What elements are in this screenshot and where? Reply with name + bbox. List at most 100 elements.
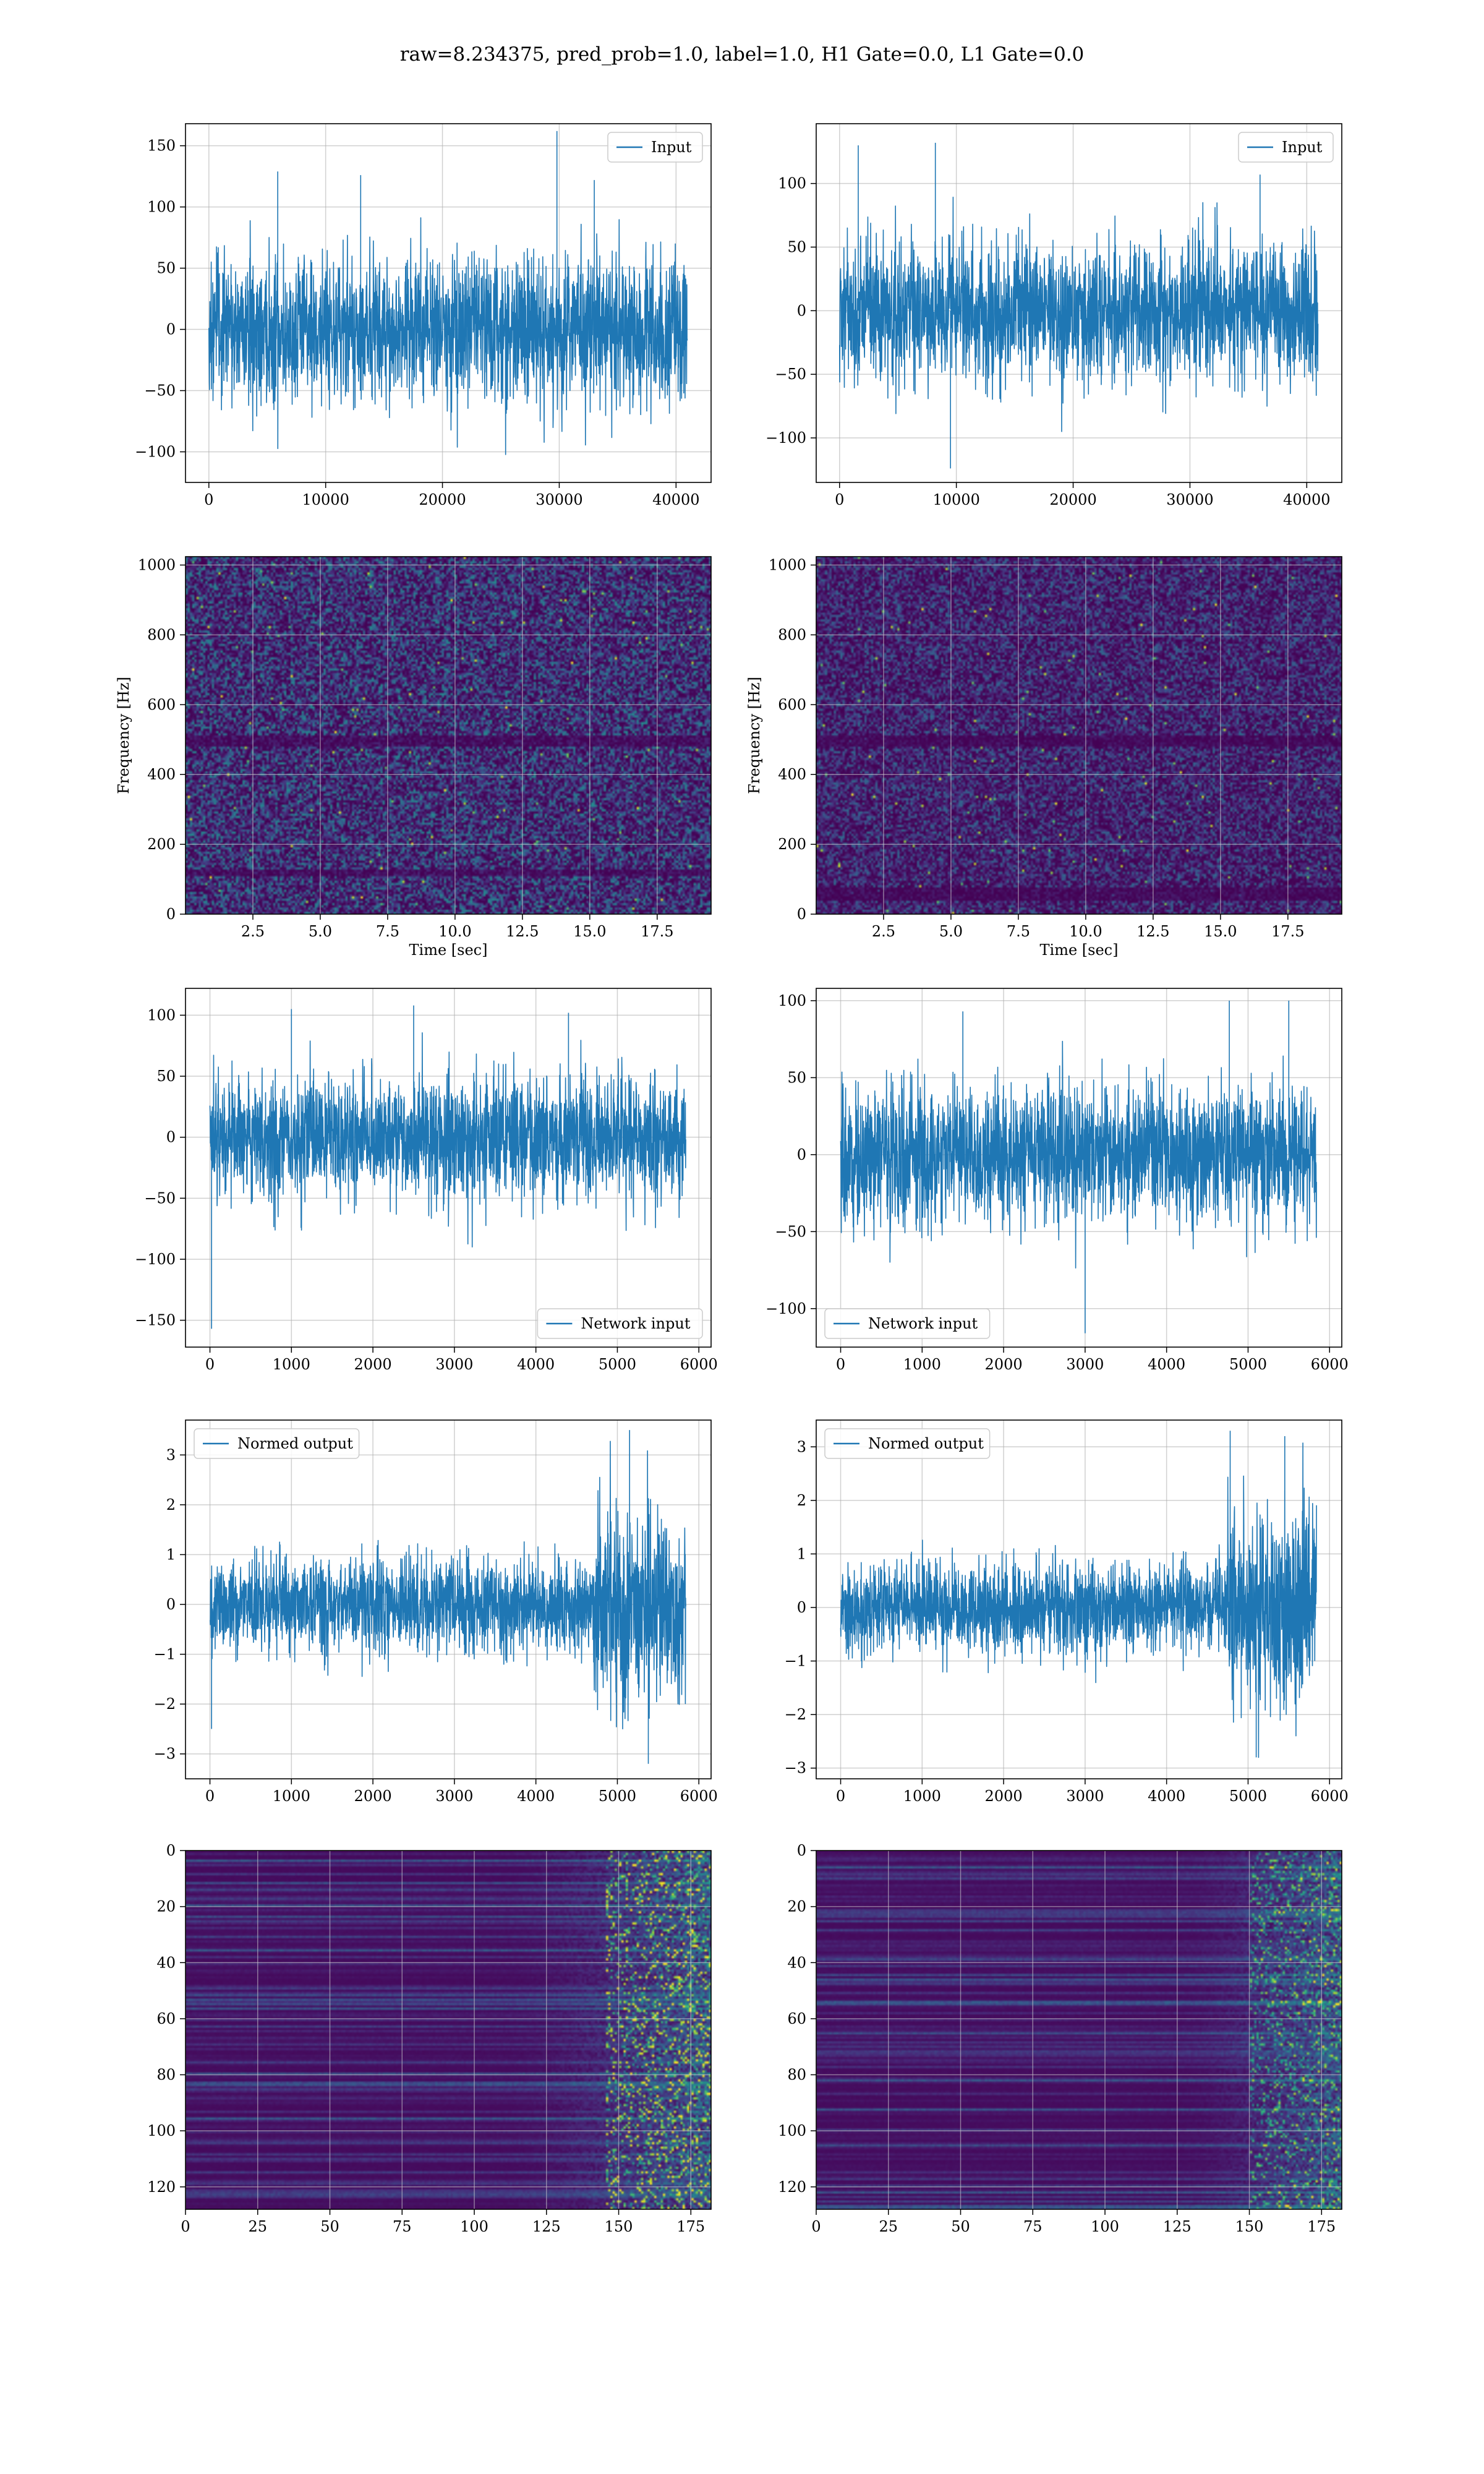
h1-spectrogram-y-axis-label: Frequency [Hz] — [115, 677, 132, 794]
x-tick-label: 15.0 — [573, 923, 606, 940]
y-tick-label: −100 — [135, 1251, 176, 1268]
l1-normed-output-legend: Normed output — [824, 1428, 991, 1459]
x-tick-label: 0 — [836, 1787, 845, 1805]
h1-input-plot-area — [186, 124, 711, 482]
h1-network-input-axes-frame — [185, 988, 712, 1348]
h1-normed-output-plot-area — [186, 1420, 711, 1779]
legend-label: Normed output — [237, 1435, 353, 1452]
h1-spectrogram-plot-area — [186, 557, 711, 914]
h1-normed-output-axes-frame — [185, 1419, 712, 1779]
y-tick-label: 0 — [166, 1596, 176, 1613]
x-tick-label: 2.5 — [872, 923, 895, 940]
x-tick-label: 1000 — [903, 1787, 941, 1805]
x-tick-label: 4000 — [1148, 1787, 1185, 1805]
legend-label: Normed output — [868, 1435, 984, 1452]
x-tick-label: 12.5 — [506, 923, 539, 940]
y-tick-label: −50 — [775, 366, 806, 383]
l1-feature-map-plot-area — [816, 1851, 1342, 2209]
l1-feature-map-chart: 0 25 50 75 100 125 150 175 0 20 40 60 80 100 120 — [778, 1842, 1342, 2235]
l1-normed-output-series-line — [840, 1431, 1317, 1758]
legend-box — [607, 132, 703, 163]
h1-network-input-chart: 0 1000 2000 3000 4000 5000 6000 −150 −100 −50 0 50 1… — [135, 988, 718, 1373]
y-tick-label: 200 — [147, 836, 176, 853]
x-tick-label: 25 — [248, 2218, 267, 2235]
y-tick-label: 50 — [156, 1068, 176, 1085]
y-tick-label: 0 — [797, 1842, 806, 1859]
x-tick-label: 0 — [205, 1787, 215, 1805]
y-tick-label: 600 — [778, 696, 806, 713]
y-tick-label: 400 — [778, 766, 806, 783]
x-tick-label: 6000 — [1311, 1356, 1349, 1373]
l1-spectrogram-chart: 2.5 5.0 7.5 10.0 12.5 15.0 17.5 0 200 400 600 800 10… — [746, 556, 1342, 959]
x-tick-label: 75 — [393, 2218, 412, 2235]
legend-box — [1238, 132, 1334, 163]
y-tick-label: −3 — [785, 1760, 806, 1777]
l1-network-input-chart: 0 1000 2000 3000 4000 5000 6000 −100 −50 0 50 100 Ne… — [765, 988, 1349, 1373]
y-tick-label: 120 — [147, 2178, 176, 2196]
h1-feature-map-plot-area — [186, 1851, 711, 2209]
y-tick-label: 100 — [778, 2122, 806, 2139]
x-tick-label: 0 — [181, 2218, 190, 2235]
y-tick-label: 0 — [797, 1599, 806, 1616]
h1-input-chart: 0 10000 20000 30000 40000 −100 −50 0 50 100 150 Inp… — [135, 123, 712, 508]
x-tick-label: 175 — [676, 2218, 705, 2235]
x-tick-label: 20000 — [419, 491, 466, 508]
x-tick-label: 3000 — [1066, 1787, 1104, 1805]
x-tick-label: 12.5 — [1136, 923, 1169, 940]
h1-spectrogram-heatmap-image — [186, 557, 711, 914]
x-tick-label: 40000 — [1283, 491, 1330, 508]
x-tick-label: 2.5 — [241, 923, 265, 940]
x-tick-label: 17.5 — [1271, 923, 1304, 940]
h1-spectrogram-chart: 2.5 5.0 7.5 10.0 12.5 15.0 17.5 0 200 400 600 800 10… — [115, 556, 712, 959]
y-tick-label: 800 — [778, 626, 806, 643]
x-tick-label: 100 — [1091, 2218, 1119, 2235]
h1-network-input-plot-area — [186, 988, 711, 1347]
figure-title: raw=8.234375, pred_prob=1.0, label=1.0, … — [400, 43, 1085, 66]
x-tick-label: 5000 — [1229, 1356, 1267, 1373]
h1-spectrogram-axes-frame — [185, 556, 712, 915]
y-tick-label: 100 — [147, 1006, 176, 1024]
x-tick-label: 5000 — [599, 1356, 636, 1373]
x-tick-label: 3000 — [435, 1356, 473, 1373]
y-tick-label: −2 — [785, 1706, 806, 1723]
y-tick-label: 40 — [787, 1954, 806, 1971]
l1-spectrogram-axes-frame — [816, 556, 1342, 915]
h1-feature-map-axes-frame — [185, 1850, 712, 2210]
y-tick-label: 0 — [166, 1129, 176, 1146]
y-tick-label: 1000 — [138, 557, 176, 574]
x-tick-label: 5.0 — [939, 923, 963, 940]
x-tick-label: 0 — [836, 1356, 845, 1373]
x-tick-label: 2000 — [354, 1356, 392, 1373]
y-tick-label: 100 — [147, 2122, 176, 2139]
y-tick-label: −1 — [785, 1653, 806, 1670]
x-tick-label: 125 — [532, 2218, 561, 2235]
y-tick-label: 80 — [156, 2066, 176, 2084]
x-tick-label: 1000 — [273, 1787, 310, 1805]
x-tick-label: 1000 — [903, 1356, 941, 1373]
y-tick-label: −150 — [135, 1312, 176, 1329]
x-tick-label: 3000 — [435, 1787, 473, 1805]
y-tick-label: 60 — [787, 2010, 806, 2027]
y-tick-label: 60 — [156, 2010, 176, 2027]
x-tick-label: 6000 — [680, 1356, 718, 1373]
legend-box — [537, 1308, 703, 1339]
h1-network-input-series-line — [209, 1005, 686, 1329]
legend-box — [824, 1308, 991, 1339]
x-tick-label: 150 — [605, 2218, 633, 2235]
y-tick-label: 80 — [787, 2066, 806, 2084]
y-tick-label: 20 — [156, 1898, 176, 1915]
legend-box — [194, 1428, 360, 1459]
y-tick-label: 50 — [787, 239, 806, 256]
y-tick-label: 3 — [166, 1446, 176, 1463]
y-tick-label: −50 — [144, 1189, 176, 1207]
y-tick-label: 2 — [797, 1492, 806, 1509]
l1-input-legend: Input — [1238, 132, 1334, 163]
x-tick-label: 2000 — [985, 1356, 1023, 1373]
x-tick-label: 30000 — [535, 491, 582, 508]
y-tick-label: −2 — [154, 1695, 176, 1713]
x-tick-label: 3000 — [1066, 1356, 1104, 1373]
h1-feature-map-chart: 0 25 50 75 100 125 150 175 0 20 40 60 80 100 120 — [147, 1842, 712, 2235]
y-tick-label: 600 — [147, 696, 176, 713]
l1-feature-map-heatmap-image — [816, 1851, 1342, 2209]
